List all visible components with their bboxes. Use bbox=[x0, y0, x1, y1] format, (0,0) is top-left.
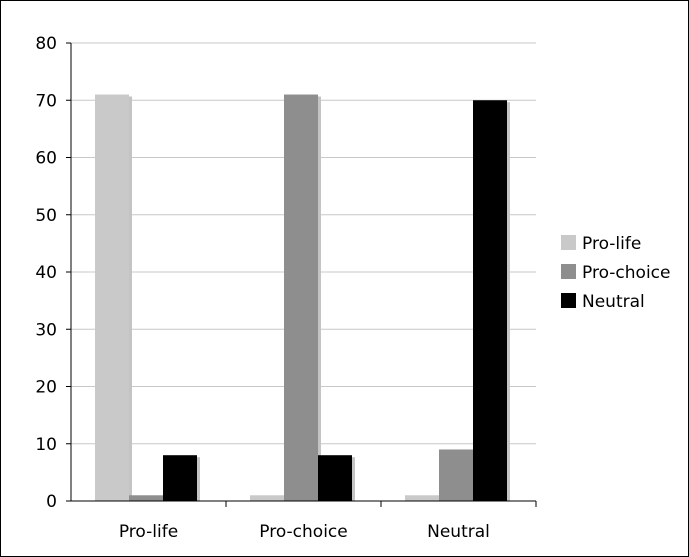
legend-label-pro-choice: Pro-choice bbox=[582, 263, 670, 283]
legend-label-pro-life: Pro-life bbox=[582, 234, 641, 254]
legend-swatch-pro-choice bbox=[561, 264, 576, 279]
legend: Pro-life Pro-choice Neutral bbox=[561, 234, 670, 312]
legend-label-neutral: Neutral bbox=[582, 292, 645, 312]
y-tick-label-10: 10 bbox=[35, 435, 57, 455]
x-tick-label-pro-choice: Pro-choice bbox=[259, 522, 347, 542]
y-tick-label-20: 20 bbox=[35, 378, 57, 398]
y-tick-label-70: 70 bbox=[35, 91, 57, 111]
x-tick-label-pro-life: Pro-life bbox=[119, 522, 178, 542]
bar-pro-choice-neutral bbox=[318, 455, 352, 501]
y-tick-label-50: 50 bbox=[35, 206, 57, 226]
bar-pro-life-pro-choice bbox=[129, 495, 163, 501]
y-tick-label-30: 30 bbox=[35, 320, 57, 340]
y-tick-label-40: 40 bbox=[35, 263, 57, 283]
bar-neutral-pro-life bbox=[405, 495, 439, 501]
bar-pro-choice-pro-choice bbox=[284, 94, 318, 502]
bar-pro-life-pro-life bbox=[95, 94, 129, 502]
legend-swatch-pro-life bbox=[561, 235, 576, 250]
legend-swatch-neutral bbox=[561, 293, 576, 308]
y-tick-label-60: 60 bbox=[35, 149, 57, 169]
y-tick-label-0: 0 bbox=[46, 492, 57, 512]
bar-pro-choice-pro-life bbox=[250, 495, 284, 501]
bar-neutral-pro-choice bbox=[439, 449, 473, 501]
axes: 0 10 20 30 40 50 60 70 80 Pro-life Pro-choice Neutr… bbox=[35, 34, 537, 542]
bar-neutral-neutral bbox=[473, 100, 507, 501]
bars bbox=[95, 94, 510, 502]
bar-pro-life-neutral bbox=[163, 455, 197, 501]
x-tick-label-neutral: Neutral bbox=[427, 522, 490, 542]
y-tick-label-80: 80 bbox=[35, 34, 57, 54]
